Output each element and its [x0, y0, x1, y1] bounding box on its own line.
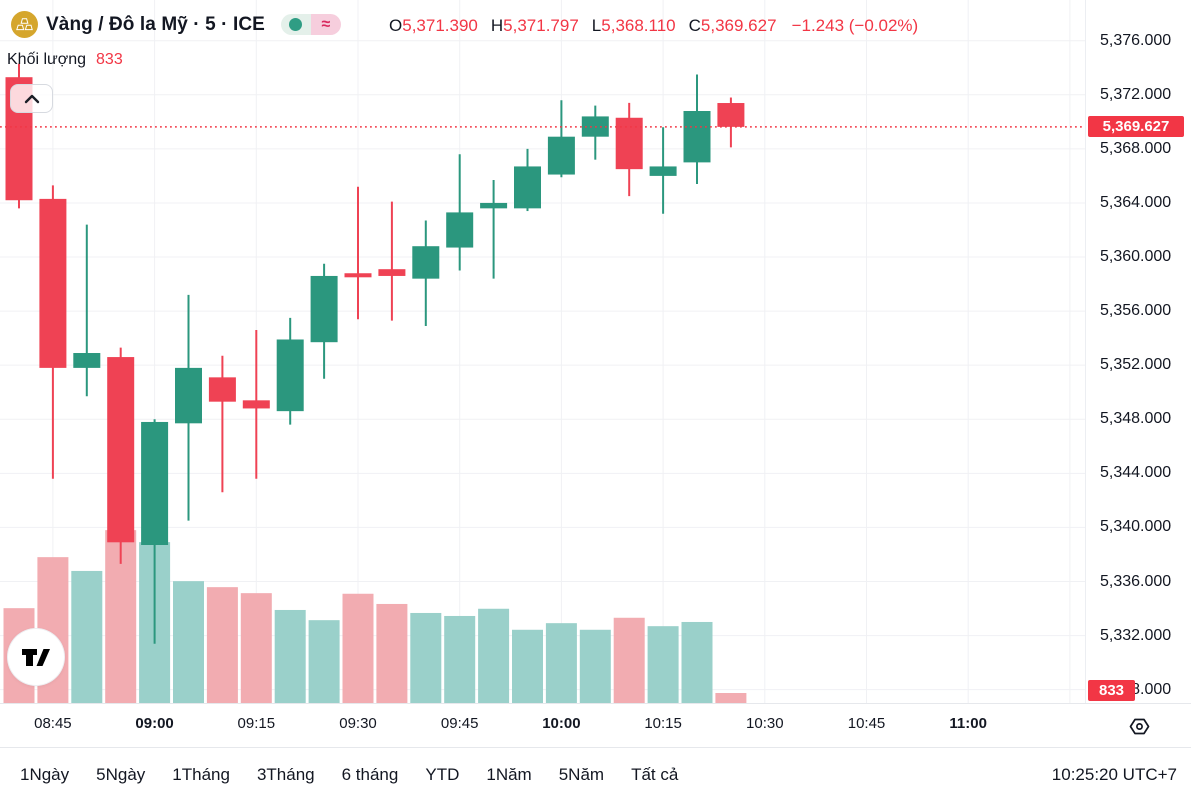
candle-body	[480, 202, 508, 209]
candle-body	[547, 136, 575, 175]
price-axis-label: 5,368.000	[1100, 139, 1172, 157]
current-price-badge: 5,369.627	[1088, 116, 1184, 138]
range-button[interactable]: 1Năm	[486, 764, 532, 784]
candle-body	[242, 400, 270, 409]
candle-body	[107, 357, 135, 543]
candle-body	[412, 246, 440, 279]
tradingview-glyph-icon	[22, 648, 50, 666]
price-axis-label: 5,340.000	[1100, 518, 1172, 536]
candle-body	[208, 377, 236, 402]
time-axis-label: 10:00	[542, 715, 581, 732]
candle-body	[344, 273, 372, 278]
time-axis-label: 10:45	[847, 715, 886, 732]
price-axis-label: 5,352.000	[1100, 356, 1172, 374]
collapse-pane-button[interactable]	[10, 84, 53, 113]
candle-body	[446, 212, 474, 248]
candle-body	[717, 103, 745, 127]
time-axis-label: 08:45	[34, 715, 72, 732]
range-button[interactable]: 3Tháng	[256, 764, 315, 784]
time-axis-label: 10:30	[746, 715, 784, 732]
price-axis-label: 5,348.000	[1100, 410, 1172, 428]
price-axis-label: 5,364.000	[1100, 193, 1172, 211]
volume-bar	[308, 620, 340, 703]
volume-bar	[613, 617, 645, 703]
price-axis-label: 5,376.000	[1100, 31, 1172, 49]
price-axis[interactable]: 5,376.000 5,372.000 5,368.000 5,364.000 5,36…	[1085, 0, 1191, 703]
time-axis[interactable]: 08:45 09:00 09:15 09:30 09:45 10:00 10:15 10:30…	[0, 703, 1191, 748]
symbol-title[interactable]: Vàng / Đô la Mỹ · 5 · ICE	[46, 13, 265, 35]
volume-bar	[376, 603, 408, 703]
price-axis-label: 5,344.000	[1100, 464, 1172, 482]
range-buttons: 1Ngày 5Ngày 1Tháng 3Tháng 6 tháng YTD 1Năm 5Năm…	[20, 765, 678, 785]
volume-bar	[681, 621, 713, 703]
volume-bar	[715, 693, 747, 703]
volume-bar	[274, 609, 306, 703]
volume-bar	[410, 612, 442, 703]
candle-body	[378, 269, 406, 276]
tradingview-logo[interactable]	[8, 629, 64, 685]
current-volume-badge: 833	[1088, 680, 1135, 701]
price-axis-label: 5,372.000	[1100, 85, 1172, 103]
volume-bar	[342, 593, 374, 703]
volume-bar	[206, 587, 238, 703]
price-chart-canvas[interactable]	[0, 0, 1085, 703]
time-axis-label: 10:15	[644, 715, 682, 732]
price-axis-label: 5,336.000	[1100, 572, 1172, 590]
range-button[interactable]: 1Ngày	[20, 764, 70, 784]
candle-body	[649, 166, 677, 176]
candle-body	[73, 353, 101, 368]
symbol-row: Vàng / Đô la Mỹ · 5 · ICE ≈	[11, 11, 341, 38]
hexagon-eye-icon	[1129, 718, 1150, 735]
range-button[interactable]: Tất cả	[631, 764, 679, 784]
candle-body	[39, 198, 67, 368]
time-axis-label: 09:45	[440, 715, 479, 732]
volume-bar	[240, 593, 272, 703]
volume-bar	[444, 615, 476, 703]
chevron-up-icon	[24, 94, 39, 104]
range-button[interactable]: YTD	[425, 764, 460, 784]
candle-body	[310, 275, 338, 343]
time-axis-label: 09:00	[135, 715, 174, 732]
candle-body	[615, 117, 643, 170]
market-status-capsule[interactable]: ≈	[280, 14, 341, 35]
price-axis-label: 5,356.000	[1100, 302, 1172, 320]
range-button[interactable]: 5Năm	[558, 764, 605, 784]
clock[interactable]: 10:25:20 UTC+7	[1051, 764, 1177, 784]
volume-bar	[71, 570, 103, 703]
range-button[interactable]: 1Tháng	[172, 764, 230, 784]
volume-bar	[512, 629, 543, 703]
market-open-dot-icon	[280, 14, 311, 35]
approx-equal-icon: ≈	[310, 14, 341, 35]
time-axis-label: 09:30	[339, 715, 377, 732]
candle-body	[276, 339, 304, 412]
range-button[interactable]: 6 tháng	[341, 764, 399, 784]
volume-bar	[579, 629, 611, 703]
price-axis-label: 5,360.000	[1100, 248, 1172, 266]
volume-bar	[173, 581, 204, 703]
volume-bar	[647, 626, 679, 703]
volume-bar	[545, 623, 577, 703]
candle-body	[141, 421, 169, 545]
range-button[interactable]: 5Ngày	[96, 764, 146, 784]
volume-bar	[478, 608, 510, 703]
candle-body	[683, 111, 711, 163]
range-toolbar: 1Ngày 5Ngày 1Tháng 3Tháng 6 tháng YTD 1Năm 5Năm…	[0, 749, 1191, 800]
time-axis-label: 11:00	[949, 715, 987, 732]
time-axis-label: 09:15	[237, 715, 276, 732]
price-axis-label: 5,332.000	[1100, 626, 1172, 644]
axis-settings-button[interactable]	[1127, 714, 1152, 739]
candle-body	[514, 166, 541, 209]
candle-body	[175, 367, 202, 424]
